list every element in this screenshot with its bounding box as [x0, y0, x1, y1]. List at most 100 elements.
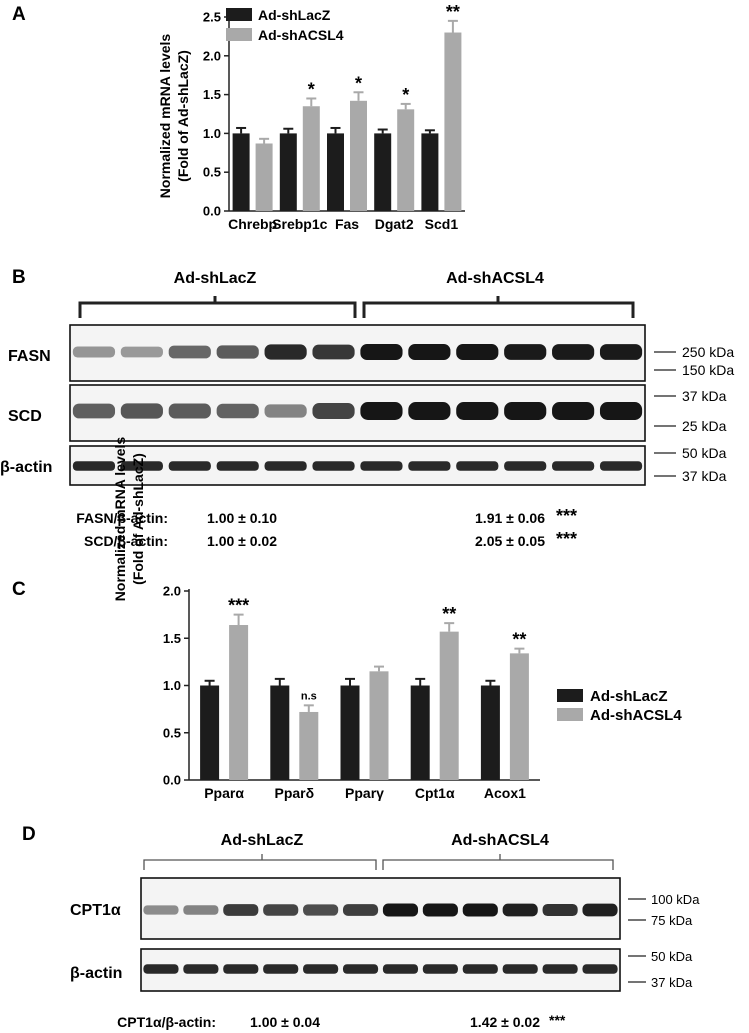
band-lane-9	[456, 344, 499, 360]
band-lane-4	[216, 345, 259, 359]
panel-c-ylabel-line1: Normalized mRNA levels	[112, 437, 128, 602]
significance-marker-4: **	[512, 630, 526, 650]
band-lane-2	[120, 403, 163, 419]
bar-shacsl4-4	[444, 32, 462, 211]
blot-label-scd: SCD	[8, 408, 42, 425]
panel-d: D Ad-shLacZ Ad-shACSL4 CPT1α β-actin 100…	[22, 824, 700, 1030]
group-label-shacsl4: Ad-shACSL4	[446, 270, 544, 287]
category-label-2: Fas	[335, 216, 359, 232]
band-lane-11	[552, 461, 595, 471]
bar-shlacz-4	[421, 133, 439, 211]
markers-beta-actin: 50 kDa 37 kDa	[654, 445, 727, 484]
significance-marker-3: **	[442, 604, 456, 624]
y-tick-label: 0.5	[203, 165, 221, 180]
panel-a-ylabel: Normalized mRNA levels (Fold of Ad-shLac…	[157, 34, 191, 199]
legend-label-shacsl4-c: Ad-shACSL4	[590, 707, 682, 724]
marker-150kda: 150 kDa	[682, 362, 734, 378]
bar-shlacz-1	[270, 685, 290, 780]
band-lane-6	[312, 461, 355, 471]
band-lane-9	[456, 461, 499, 471]
blot-fasn	[69, 324, 646, 382]
panel-b-label: B	[12, 267, 26, 288]
markers-fasn: 250 kDa 150 kDa	[654, 344, 734, 378]
blot-frame	[69, 324, 646, 382]
bar-shacsl4-1	[299, 711, 319, 780]
y-tick-label: 1.0	[163, 678, 181, 693]
y-tick-label: 0.0	[163, 773, 181, 788]
band-lane-1	[72, 461, 116, 471]
bracket-shlacz	[78, 301, 357, 318]
marker-100kda: 100 kDa	[651, 892, 700, 907]
category-label-1: Pparδ	[274, 785, 314, 801]
band-lane-9	[462, 964, 498, 974]
marker-37kda-d: 37 kDa	[651, 975, 693, 990]
blot-beta-actin	[69, 445, 646, 486]
band-lane-8	[408, 402, 451, 420]
bracket-shacsl4	[362, 301, 635, 318]
band-lane-3	[223, 964, 259, 974]
bar-shacsl4-0	[229, 625, 249, 780]
band-lane-4	[216, 403, 259, 419]
significance-marker-2: *	[355, 73, 362, 93]
quant-label-scd: SCD/β-actin:	[84, 533, 168, 549]
group-label-shacsl4-d: Ad-shACSL4	[451, 832, 549, 849]
band-lane-1	[143, 964, 179, 974]
markers-scd: 37 kDa 25 kDa	[654, 388, 727, 434]
significance-marker-3: *	[402, 85, 409, 105]
panel-b: B Ad-shLacZ Ad-shACSL4 FASN SCD β-actin …	[0, 267, 734, 549]
group-label-shlacz-d: Ad-shLacZ	[221, 832, 304, 849]
blot-frame	[140, 948, 621, 992]
y-tick-label: 2.0	[163, 584, 181, 599]
band-lane-8	[422, 903, 458, 917]
legend-swatch-shlacz	[226, 8, 252, 21]
band-lane-11	[542, 964, 578, 974]
band-lane-7	[360, 461, 403, 471]
bar-shlacz-1	[279, 133, 297, 211]
bar-shlacz-3	[374, 133, 392, 211]
band-lane-3	[168, 461, 211, 471]
bar-shacsl4-2	[350, 100, 367, 211]
bracket-shacsl4-d	[382, 859, 614, 870]
band-lane-10	[504, 402, 547, 420]
bar-shlacz-0	[200, 685, 220, 780]
category-label-0: Pparα	[204, 785, 244, 801]
band-lane-10	[504, 344, 547, 360]
legend-label-shacsl4: Ad-shACSL4	[258, 27, 344, 43]
markers-beta-actin-d: 50 kDa 37 kDa	[628, 949, 693, 990]
band-lane-5	[264, 344, 307, 360]
quant-scd: SCD/β-actin: 1.00 ± 0.02 2.05 ± 0.05 ***	[84, 529, 577, 549]
quant-value-cpt1a-shacsl4: 1.42 ± 0.02	[470, 1014, 540, 1030]
bar-shlacz-4	[480, 685, 500, 780]
quant-label-fasn: FASN/β-actin:	[76, 510, 168, 526]
bar-shlacz-3	[410, 685, 430, 780]
quant-fasn: FASN/β-actin: 1.00 ± 0.10 1.91 ± 0.06 **…	[76, 506, 577, 526]
band-lane-1	[143, 905, 179, 915]
panel-c-label: C	[12, 579, 26, 600]
quant-value-fasn-shlacz: 1.00 ± 0.10	[207, 510, 277, 526]
blot-label-fasn: FASN	[8, 348, 51, 365]
band-lane-12	[599, 344, 643, 360]
blot-frame	[69, 384, 646, 442]
band-lane-4	[263, 964, 299, 974]
group-label-shlacz: Ad-shLacZ	[174, 270, 257, 287]
bar-shlacz-0	[232, 133, 250, 211]
category-label-4: Scd1	[425, 216, 459, 232]
y-tick-label: 2.5	[203, 10, 221, 25]
band-lane-7	[382, 964, 419, 974]
band-lane-2	[120, 346, 163, 358]
band-lane-8	[408, 461, 451, 471]
band-lane-7	[360, 402, 403, 420]
band-lane-7	[382, 903, 419, 917]
blot-cpt1a	[140, 877, 621, 940]
quant-sig-scd: ***	[556, 529, 577, 549]
panel-c-legend: Ad-shLacZ Ad-shACSL4	[557, 688, 682, 724]
y-tick-label: 2.0	[203, 48, 221, 63]
legend-swatch-shacsl4	[226, 28, 252, 41]
category-label-3: Cpt1α	[415, 785, 455, 801]
marker-50kda: 50 kDa	[682, 445, 727, 461]
band-lane-9	[462, 903, 498, 917]
band-lane-10	[504, 461, 547, 471]
category-label-3: Dgat2	[375, 216, 414, 232]
